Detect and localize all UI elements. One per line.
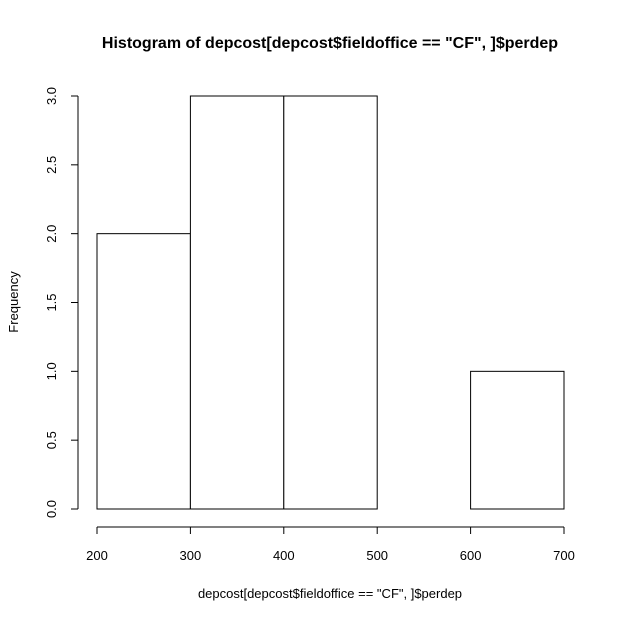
histogram-bar-0 <box>96 233 191 510</box>
x-tick-label-0: 200 <box>86 548 108 563</box>
y-tick-label-1: 0.5 <box>44 431 59 449</box>
histogram-bar-1 <box>189 95 285 510</box>
x-tick-label-3: 500 <box>366 548 388 563</box>
histogram-bar-4 <box>470 370 565 510</box>
histogram-bar-2 <box>283 95 378 510</box>
x-axis: 200 300 400 500 600 700 <box>86 526 575 563</box>
y-tick-label-6: 3.0 <box>44 87 59 105</box>
x-tick-label-4: 600 <box>460 548 482 563</box>
y-tick-label-3: 1.5 <box>44 293 59 311</box>
bars-group <box>96 95 565 510</box>
y-axis-label: Frequency <box>6 271 21 333</box>
y-axis: 0.0 0.5 1.0 1.5 2.0 2.5 3.0 <box>44 87 79 518</box>
x-tick-label-2: 400 <box>273 548 295 563</box>
y-tick-label-0: 0.0 <box>44 500 59 518</box>
chart-title: Histogram of depcost[depcost$fieldoffice… <box>102 35 558 52</box>
x-axis-label: depcost[depcost$fieldoffice == "CF", ]$p… <box>198 586 462 601</box>
y-tick-label-2: 1.0 <box>44 362 59 380</box>
x-tick-label-5: 700 <box>553 548 575 563</box>
y-tick-label-4: 2.0 <box>44 225 59 243</box>
x-tick-label-1: 300 <box>180 548 202 563</box>
y-tick-label-5: 2.5 <box>44 156 59 174</box>
